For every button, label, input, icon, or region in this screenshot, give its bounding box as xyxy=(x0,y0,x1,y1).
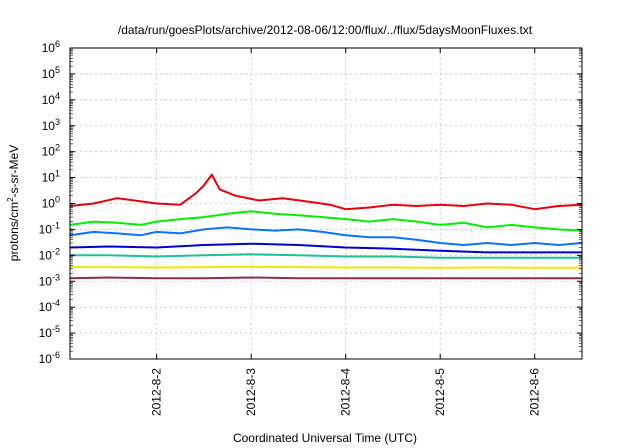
x-tick-label: 2012-8-5 xyxy=(433,368,447,416)
y-tick-label: 103 xyxy=(42,117,60,133)
x-tick-label: 2012-8-6 xyxy=(528,368,542,416)
series-line-7 xyxy=(69,276,582,280)
series-line-5 xyxy=(70,253,582,259)
y-tick-label: 10-5 xyxy=(39,324,60,340)
y-tick-label: 10-3 xyxy=(39,272,60,288)
series-line-3 xyxy=(69,226,583,246)
x-tick-label: 2012-8-4 xyxy=(339,368,353,416)
y-tick-label: 104 xyxy=(42,91,60,107)
series-line-1 xyxy=(69,173,583,211)
plot-area: 10-6 10-5 10-4 10-3 10-2 10-1 100 101 102 103 104 1… xyxy=(39,39,583,416)
y-tick-label: 10-6 xyxy=(39,350,60,366)
series-line-6 xyxy=(70,265,582,269)
y-tick-label: 100 xyxy=(42,195,60,211)
y-tick-label: 106 xyxy=(42,39,60,55)
y-tick-label: 10-2 xyxy=(39,246,60,262)
series-line-4 xyxy=(69,242,582,254)
x-axis: 2012-8-2 2012-8-3 2012-8-4 2012-8-5 2012-8-6 xyxy=(150,48,542,416)
y-tick-label: 101 xyxy=(42,169,60,185)
y-tick-label: 10-1 xyxy=(39,220,60,236)
y-axis-label-sup: 2 xyxy=(6,197,15,202)
x-axis-label: Coordinated Universal Time (UTC) xyxy=(233,431,417,445)
y-axis-label: protons/cm2-s-sr-MeV xyxy=(6,145,21,261)
series-group xyxy=(69,173,583,280)
x-tick-label: 2012-8-3 xyxy=(244,368,258,416)
y-tick-label: 105 xyxy=(42,65,60,81)
y-tick-label: 10-4 xyxy=(39,298,60,314)
y-tick-label: 102 xyxy=(42,143,60,159)
x-tick-label: 2012-8-2 xyxy=(150,368,164,416)
series-line-2 xyxy=(69,210,583,232)
chart-title: /data/run/goesPlots/archive/2012-08-06/1… xyxy=(118,23,533,37)
y-axis: 10-6 10-5 10-4 10-3 10-2 10-1 100 101 102 103 104 1… xyxy=(39,39,582,366)
